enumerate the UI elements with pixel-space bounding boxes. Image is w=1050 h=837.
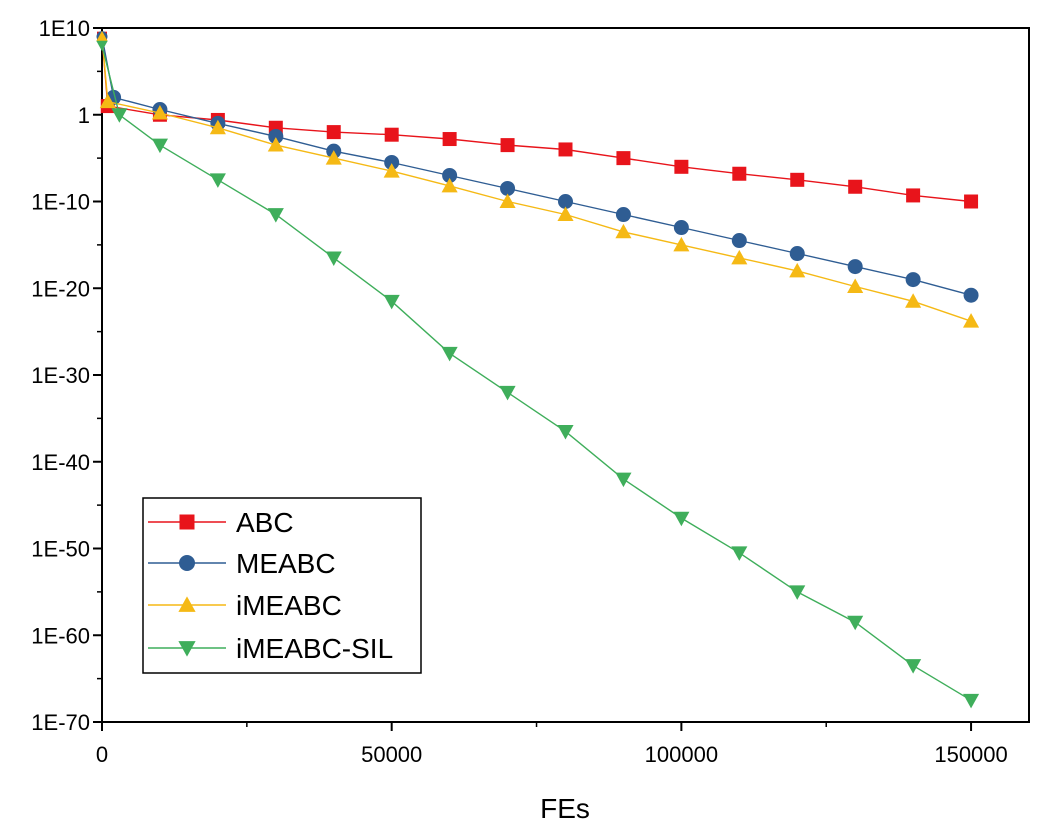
- data-point: [732, 166, 747, 181]
- series-line: [101, 36, 972, 203]
- data-point: [325, 150, 342, 165]
- data-point: [499, 193, 516, 208]
- data-point: [789, 246, 805, 262]
- data-point: [442, 132, 457, 147]
- data-point: [499, 385, 516, 401]
- series-line: [101, 36, 972, 296]
- data-point: [847, 278, 864, 293]
- data-point: [268, 128, 284, 144]
- data-point: [383, 163, 400, 178]
- data-point: [905, 272, 921, 288]
- data-point: [674, 159, 689, 174]
- data-point: [905, 293, 922, 308]
- data-point: [151, 104, 168, 120]
- data-point: [179, 514, 195, 530]
- y-tick-label: 1E-70: [31, 710, 90, 735]
- data-point: [209, 119, 226, 135]
- data-point: [963, 287, 979, 303]
- data-point: [616, 151, 631, 166]
- data-point: [178, 641, 196, 657]
- data-point: [441, 346, 458, 362]
- data-point: [615, 207, 631, 223]
- data-point: [96, 30, 108, 42]
- y-tick-label: 1E-60: [31, 623, 90, 648]
- data-point: [673, 236, 690, 252]
- x-tick-label: 150000: [934, 742, 1007, 767]
- data-point: [673, 220, 689, 236]
- data-point: [673, 511, 690, 527]
- y-tick-label: 1E-20: [31, 276, 90, 301]
- data-point: [384, 154, 400, 170]
- data-point: [906, 188, 921, 203]
- x-tick-label: 0: [96, 742, 108, 767]
- y-tick-label: 1E10: [39, 16, 90, 41]
- data-point: [789, 585, 806, 600]
- series-layer: [96, 30, 980, 709]
- data-point: [500, 138, 515, 153]
- data-point: [731, 233, 747, 249]
- data-point: [848, 179, 863, 194]
- data-point: [731, 249, 748, 265]
- data-point: [178, 596, 196, 612]
- data-point: [151, 138, 168, 154]
- data-point: [731, 546, 748, 561]
- y-tick-label: 1E-40: [31, 450, 90, 475]
- data-point: [558, 194, 573, 209]
- data-point: [99, 93, 116, 109]
- data-point: [500, 180, 516, 196]
- y-tick-label: 1E-30: [31, 363, 90, 388]
- data-point: [442, 167, 458, 183]
- legend-label: iMEABC-SIL: [236, 633, 393, 664]
- legend-label: MEABC: [236, 548, 336, 579]
- data-point: [905, 659, 922, 674]
- data-point: [847, 259, 863, 275]
- y-tick-label: 1E-50: [31, 537, 90, 562]
- data-point: [267, 208, 284, 223]
- data-point: [557, 424, 574, 440]
- data-point: [615, 223, 632, 239]
- data-point: [209, 173, 226, 188]
- data-point: [179, 555, 195, 571]
- data-point: [557, 206, 574, 221]
- data-point: [963, 313, 980, 328]
- series-line: [101, 36, 972, 322]
- data-point: [790, 172, 805, 187]
- data-point: [326, 125, 341, 140]
- x-axis-title: FEs: [540, 793, 590, 824]
- legend-label: iMEABC: [236, 590, 342, 621]
- data-point: [383, 294, 400, 310]
- data-point: [111, 108, 128, 123]
- y-tick-label: 1E-10: [31, 190, 90, 215]
- y-tick-label: 1: [78, 103, 90, 128]
- data-point: [964, 194, 979, 209]
- x-tick-label: 100000: [645, 742, 718, 767]
- data-point: [963, 693, 980, 709]
- axes: 0 50000 100000 150000 1E-70 1E-60 1E-50 1E-40 1E…: [31, 16, 1007, 767]
- data-point: [96, 40, 108, 52]
- data-point: [325, 251, 342, 266]
- data-point: [789, 262, 806, 278]
- data-point: [615, 472, 632, 488]
- data-point: [847, 615, 864, 631]
- legend: ABC MEABC iMEABC iMEABC-SIL: [142, 497, 422, 674]
- data-point: [384, 127, 399, 142]
- data-point: [441, 177, 458, 193]
- data-point: [267, 137, 284, 152]
- x-tick-label: 50000: [361, 742, 422, 767]
- data-point: [558, 142, 573, 157]
- legend-label: ABC: [236, 507, 294, 538]
